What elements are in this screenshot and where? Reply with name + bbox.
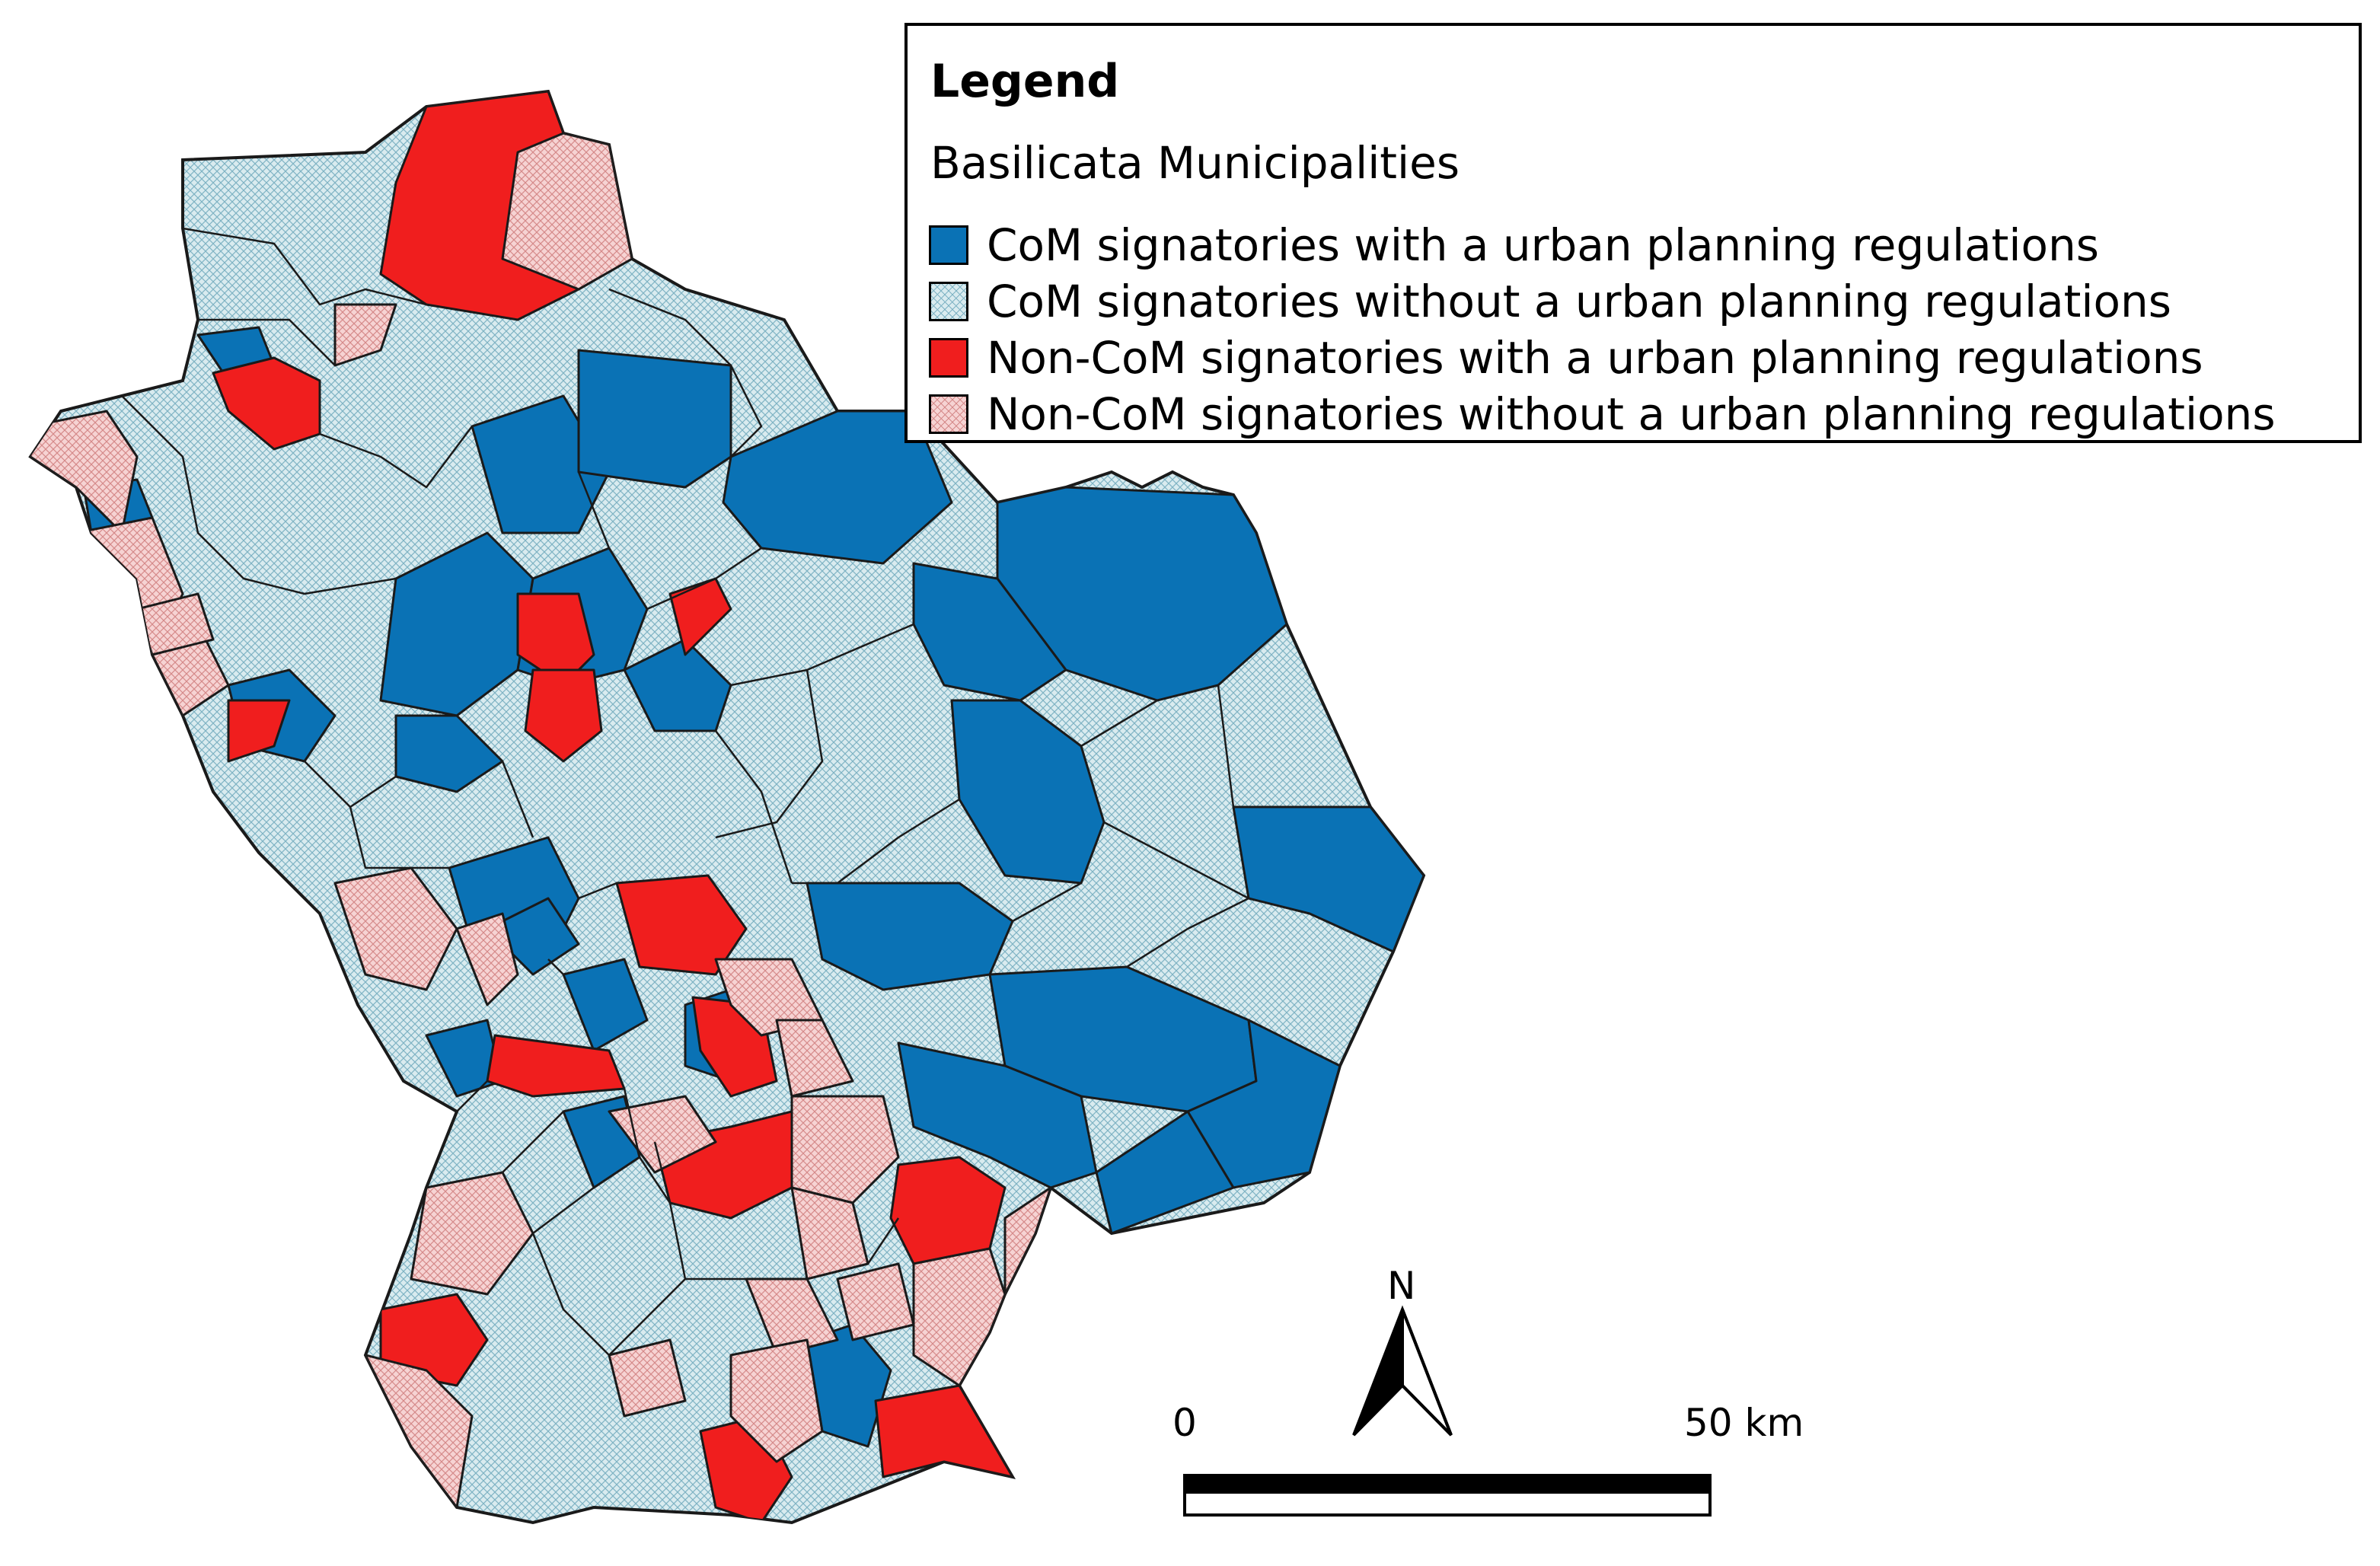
legend-item-noncom-without: Non-CoM signatories without a urban plan… [929,388,2276,440]
scale-start-label: 0 [1172,1401,1197,1445]
legend-swatch-hatch-pink [929,394,968,434]
scale-end-label: 50 km [1684,1401,1804,1445]
legend-layer-name: Basilicata Municipalities [930,137,1460,189]
north-label: N [1387,1264,1416,1308]
legend-label: Non-CoM signatories without a urban plan… [987,388,2276,440]
legend-swatch-hatch-blue [929,282,968,321]
noncom-without-municipalities [30,132,1052,1509]
scale-bar [1183,1474,1712,1517]
municipality-borders [121,227,1249,1356]
map-legend: Legend Basilicata Municipalities CoM sig… [904,23,2362,443]
legend-label: Non-CoM signatories with a urban plannin… [987,332,2203,384]
legend-swatch-red [929,338,968,378]
com-with-municipalities [82,326,1424,1448]
legend-label: CoM signatories without a urban planning… [987,276,2171,327]
legend-swatch-blue [929,225,968,265]
legend-label: CoM signatories with a urban planning re… [987,219,2099,271]
legend-title: Legend [930,55,1120,108]
legend-item-noncom-with: Non-CoM signatories with a urban plannin… [929,332,2203,384]
north-arrow-icon [1352,1305,1453,1437]
legend-item-com-with: CoM signatories with a urban planning re… [929,219,2099,271]
legend-item-com-without: CoM signatories without a urban planning… [929,276,2171,327]
